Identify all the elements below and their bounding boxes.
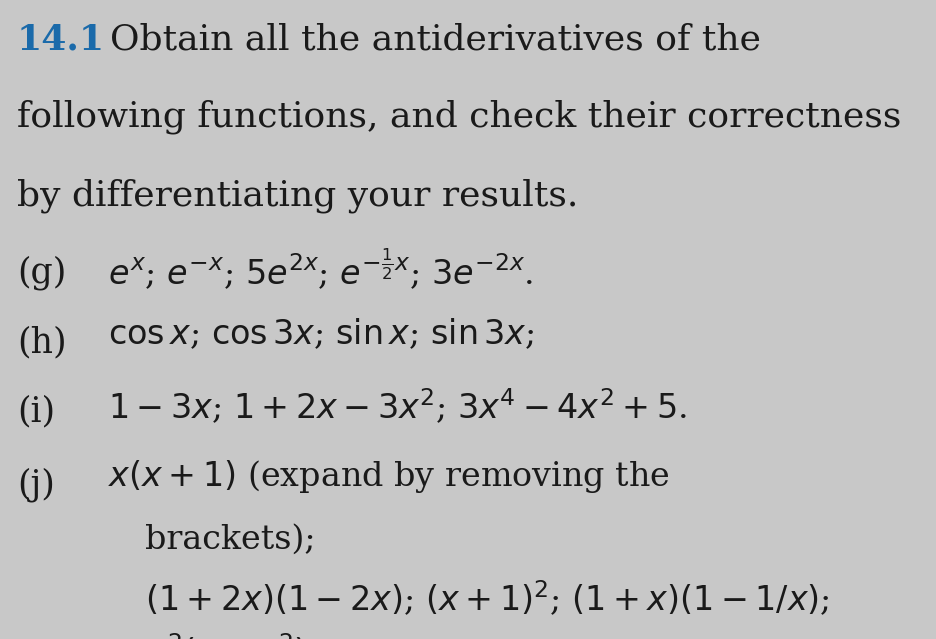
- Text: brackets);: brackets);: [145, 524, 315, 556]
- Text: (h): (h): [17, 326, 66, 360]
- Text: $(1 + 2x)(1 - 2x)$; $(x + 1)^2$; $(1 + x)(1 - 1/x)$;: $(1 + 2x)(1 - 2x)$; $(x + 1)^2$; $(1 + x…: [145, 578, 829, 618]
- Text: following functions, and check their correctness: following functions, and check their cor…: [17, 99, 901, 134]
- Text: $\cos x$; $\cos 3x$; $\sin x$; $\sin 3x$;: $\cos x$; $\cos 3x$; $\sin x$; $\sin 3x$…: [108, 316, 534, 351]
- Text: Obtain all the antiderivatives of the: Obtain all the antiderivatives of the: [110, 22, 762, 56]
- Text: $x^2(x + x^2)$.: $x^2(x + x^2)$.: [145, 633, 316, 639]
- Text: (g): (g): [17, 256, 66, 290]
- Text: $x(x + 1)$ (expand by removing the: $x(x + 1)$ (expand by removing the: [108, 458, 669, 495]
- Text: (j): (j): [17, 468, 54, 502]
- Text: (i): (i): [17, 395, 55, 429]
- Text: by differentiating your results.: by differentiating your results.: [17, 179, 578, 213]
- Text: 14.1: 14.1: [17, 22, 105, 56]
- Text: $1 - 3x$; $1 + 2x - 3x^2$; $3x^4 - 4x^2 + 5$.: $1 - 3x$; $1 + 2x - 3x^2$; $3x^4 - 4x^2 …: [108, 387, 686, 426]
- Text: $e^x$; $e^{-x}$; $5e^{2x}$; $e^{-\frac{1}{2}x}$; $3e^{-2x}$.: $e^x$; $e^{-x}$; $5e^{2x}$; $e^{-\frac{1…: [108, 246, 534, 291]
